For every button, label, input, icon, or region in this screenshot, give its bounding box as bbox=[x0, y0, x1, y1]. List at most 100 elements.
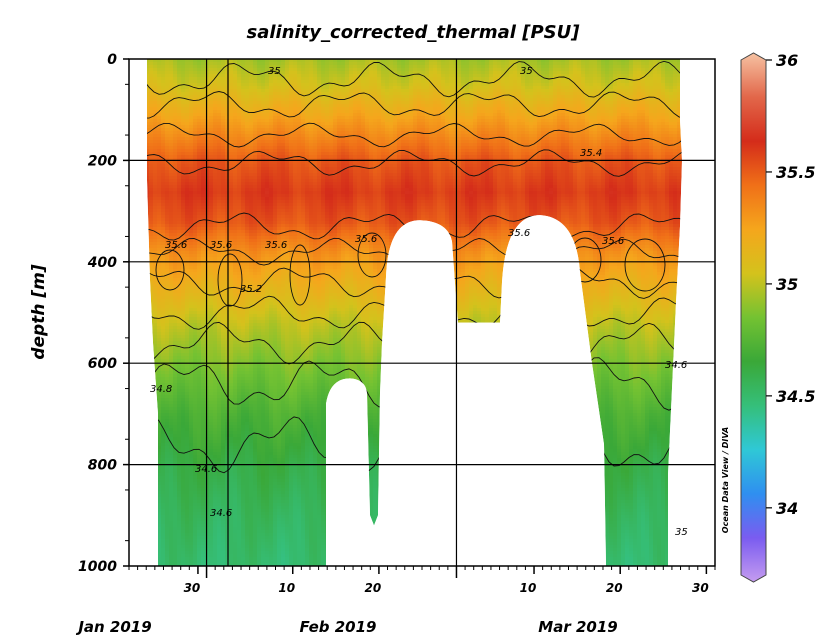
field-cell bbox=[201, 440, 206, 444]
field-cell bbox=[209, 473, 214, 477]
field-cell bbox=[221, 179, 226, 183]
field-cell bbox=[197, 233, 202, 237]
field-cell bbox=[205, 317, 210, 321]
field-cell bbox=[181, 512, 186, 516]
field-cell bbox=[221, 488, 226, 492]
field-cell bbox=[221, 200, 226, 204]
field-cell bbox=[157, 494, 162, 498]
field-cell bbox=[197, 218, 202, 222]
field-cell bbox=[217, 395, 222, 399]
field-cell bbox=[145, 146, 150, 150]
field-cell bbox=[233, 377, 238, 381]
field-cell bbox=[161, 317, 166, 321]
field-cell bbox=[185, 497, 190, 501]
field-cell bbox=[197, 161, 202, 165]
field-cell bbox=[157, 386, 162, 390]
field-cell bbox=[173, 215, 178, 219]
field-cell bbox=[209, 371, 214, 375]
field-cell bbox=[237, 107, 242, 111]
field-cell bbox=[161, 287, 166, 291]
field-cell bbox=[217, 287, 222, 291]
field-cell bbox=[189, 443, 194, 447]
field-cell bbox=[229, 293, 234, 297]
field-cell bbox=[205, 200, 210, 204]
field-cell bbox=[185, 308, 190, 312]
field-cell bbox=[217, 59, 222, 63]
field-cell bbox=[193, 506, 198, 510]
field-cell bbox=[233, 278, 238, 282]
field-cell bbox=[161, 212, 166, 216]
field-cell bbox=[197, 368, 202, 372]
field-cell bbox=[205, 347, 210, 351]
field-cell bbox=[221, 221, 226, 225]
field-cell bbox=[189, 182, 194, 186]
field-cell bbox=[185, 446, 190, 450]
field-cell bbox=[189, 431, 194, 435]
field-cell bbox=[201, 371, 206, 375]
field-cell bbox=[241, 263, 246, 267]
field-cell bbox=[165, 320, 170, 324]
field-cell bbox=[157, 392, 162, 396]
field-cell bbox=[221, 464, 226, 468]
field-cell bbox=[233, 152, 238, 156]
field-cell bbox=[197, 521, 202, 525]
field-cell bbox=[237, 263, 242, 267]
field-cell bbox=[237, 437, 242, 441]
field-cell bbox=[225, 398, 230, 402]
field-cell bbox=[161, 392, 166, 396]
field-cell bbox=[153, 68, 158, 72]
field-cell bbox=[209, 131, 214, 135]
field-cell bbox=[225, 332, 230, 336]
field-cell bbox=[241, 71, 246, 75]
field-cell bbox=[149, 86, 154, 90]
field-cell bbox=[161, 308, 166, 312]
field-cell bbox=[157, 398, 162, 402]
field-cell bbox=[181, 371, 186, 375]
field-cell bbox=[193, 251, 198, 255]
field-cell bbox=[189, 542, 194, 546]
field-cell bbox=[205, 491, 210, 495]
field-cell bbox=[221, 155, 226, 159]
field-cell bbox=[153, 203, 158, 207]
field-cell bbox=[177, 188, 182, 192]
field-cell bbox=[233, 485, 238, 489]
field-cell bbox=[205, 536, 210, 540]
field-cell bbox=[201, 104, 206, 108]
field-cell bbox=[225, 275, 230, 279]
field-cell bbox=[241, 365, 246, 369]
field-cell bbox=[185, 503, 190, 507]
field-cell bbox=[213, 122, 218, 126]
field-cell bbox=[221, 149, 226, 153]
field-cell bbox=[229, 137, 234, 141]
field-cell bbox=[165, 389, 170, 393]
field-cell bbox=[197, 212, 202, 216]
field-cell bbox=[201, 545, 206, 549]
field-cell bbox=[217, 89, 222, 93]
field-cell bbox=[245, 245, 250, 249]
field-cell bbox=[205, 473, 210, 477]
field-cell bbox=[237, 218, 242, 222]
field-cell bbox=[145, 74, 150, 78]
field-cell bbox=[229, 320, 234, 324]
field-cell bbox=[185, 494, 190, 498]
field-cell bbox=[221, 224, 226, 228]
field-cell bbox=[205, 542, 210, 546]
field-cell bbox=[201, 521, 206, 525]
field-cell bbox=[177, 284, 182, 288]
field-cell bbox=[237, 422, 242, 426]
field-cell bbox=[209, 107, 214, 111]
field-cell bbox=[173, 443, 178, 447]
field-cell bbox=[189, 356, 194, 360]
field-cell bbox=[225, 62, 230, 66]
field-cell bbox=[213, 134, 218, 138]
field-cell bbox=[221, 422, 226, 426]
field-cell bbox=[161, 347, 166, 351]
field-cell bbox=[201, 128, 206, 132]
field-cell bbox=[165, 200, 170, 204]
field-cell bbox=[241, 344, 246, 348]
field-cell bbox=[181, 221, 186, 225]
field-cell bbox=[173, 263, 178, 267]
field-cell bbox=[209, 203, 214, 207]
field-cell bbox=[173, 296, 178, 300]
field-cell bbox=[189, 341, 194, 345]
